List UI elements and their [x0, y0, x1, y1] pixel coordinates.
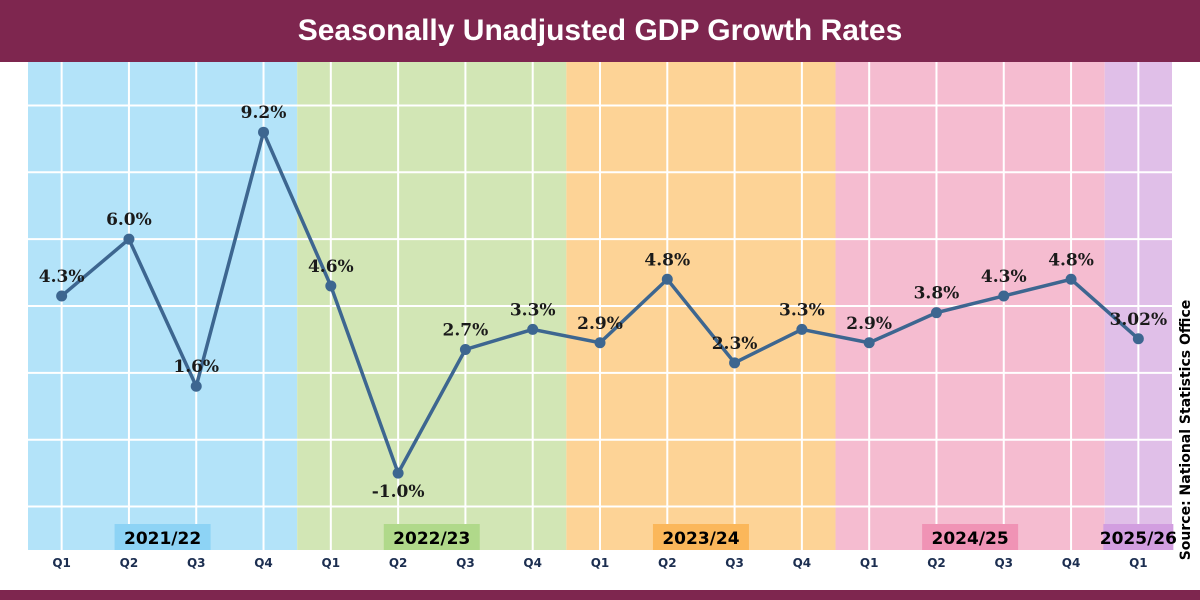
x-tick-label: Q1: [1129, 556, 1148, 570]
x-tick-label: Q3: [456, 556, 475, 570]
data-point: [325, 280, 337, 292]
source-note: Source: National Statistics Office: [1178, 299, 1194, 561]
x-tick-label: Q3: [187, 556, 206, 570]
period-label-box: [652, 524, 749, 550]
x-tick-label: Q3: [994, 556, 1013, 570]
data-label: 2.9%: [846, 314, 892, 334]
data-point: [459, 343, 471, 355]
data-label: 4.8%: [1048, 250, 1094, 270]
period-label: 2023/24: [662, 529, 739, 549]
data-label: 2.3%: [712, 334, 758, 354]
period-label-box: [383, 524, 480, 550]
x-tick-label: Q1: [52, 556, 71, 570]
period-label: 2022/23: [393, 529, 470, 549]
data-label: 4.3%: [39, 267, 85, 287]
x-tick-label: Q4: [1062, 556, 1081, 570]
x-tick-label: Q4: [523, 556, 542, 570]
data-point: [796, 323, 808, 335]
x-tick-label: Q2: [927, 556, 946, 570]
x-tick-label: Q2: [120, 556, 139, 570]
data-label: 4.3%: [981, 267, 1027, 287]
data-point: [527, 323, 539, 335]
period-label: 2025/26: [1100, 529, 1177, 549]
data-label: 3.3%: [510, 300, 556, 320]
x-tick-label: Q3: [725, 556, 744, 570]
data-label: 1.6%: [173, 357, 219, 377]
period-label: 2024/25: [932, 529, 1009, 549]
data-point: [930, 307, 942, 319]
data-point: [729, 357, 741, 369]
data-label: 4.6%: [308, 257, 354, 277]
data-point: [56, 290, 68, 302]
data-label: 2.9%: [577, 314, 623, 334]
data-point: [661, 273, 673, 285]
period-label: 2021/22: [124, 529, 201, 549]
data-point: [863, 337, 875, 349]
data-point: [594, 337, 606, 349]
chart-title: Seasonally Unadjusted GDP Growth Rates: [0, 0, 1200, 62]
period-label-box: [922, 524, 1019, 550]
data-label: 3.02%: [1110, 310, 1168, 330]
x-tick-label: Q1: [322, 556, 341, 570]
period-label-box: [1103, 524, 1174, 550]
data-point: [1132, 333, 1144, 345]
x-tick-label: Q1: [591, 556, 610, 570]
footer-bar: [0, 590, 1200, 600]
x-tick-label: Q2: [658, 556, 677, 570]
period-label-box: [114, 524, 211, 550]
data-label: 6.0%: [106, 210, 152, 230]
data-label: 3.8%: [914, 284, 960, 304]
x-tick-label: Q1: [860, 556, 879, 570]
data-label: 4.8%: [644, 250, 690, 270]
data-point: [998, 290, 1010, 302]
data-label: 3.3%: [779, 300, 825, 320]
data-label: -1.0%: [372, 482, 425, 502]
data-label: 9.2%: [241, 103, 287, 123]
data-point: [123, 233, 135, 245]
data-point: [190, 380, 202, 392]
x-tick-label: Q4: [254, 556, 273, 570]
data-label: 2.7%: [443, 320, 489, 340]
data-point: [1065, 273, 1077, 285]
x-tick-label: Q2: [389, 556, 408, 570]
x-tick-label: Q4: [793, 556, 812, 570]
data-point: [392, 467, 404, 479]
data-point: [258, 126, 270, 138]
